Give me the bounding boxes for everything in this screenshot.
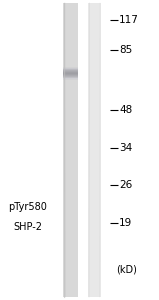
Bar: [88, 3, 101, 297]
Text: (kD): (kD): [116, 265, 137, 275]
Text: 26: 26: [119, 180, 132, 190]
Text: 48: 48: [119, 105, 132, 116]
Text: SHP-2: SHP-2: [13, 221, 42, 232]
Text: 85: 85: [119, 45, 132, 56]
Text: 117: 117: [119, 15, 139, 26]
Bar: [63, 3, 78, 297]
Text: 19: 19: [119, 218, 132, 228]
Text: 34: 34: [119, 143, 132, 153]
Text: pTyr580: pTyr580: [8, 202, 47, 212]
